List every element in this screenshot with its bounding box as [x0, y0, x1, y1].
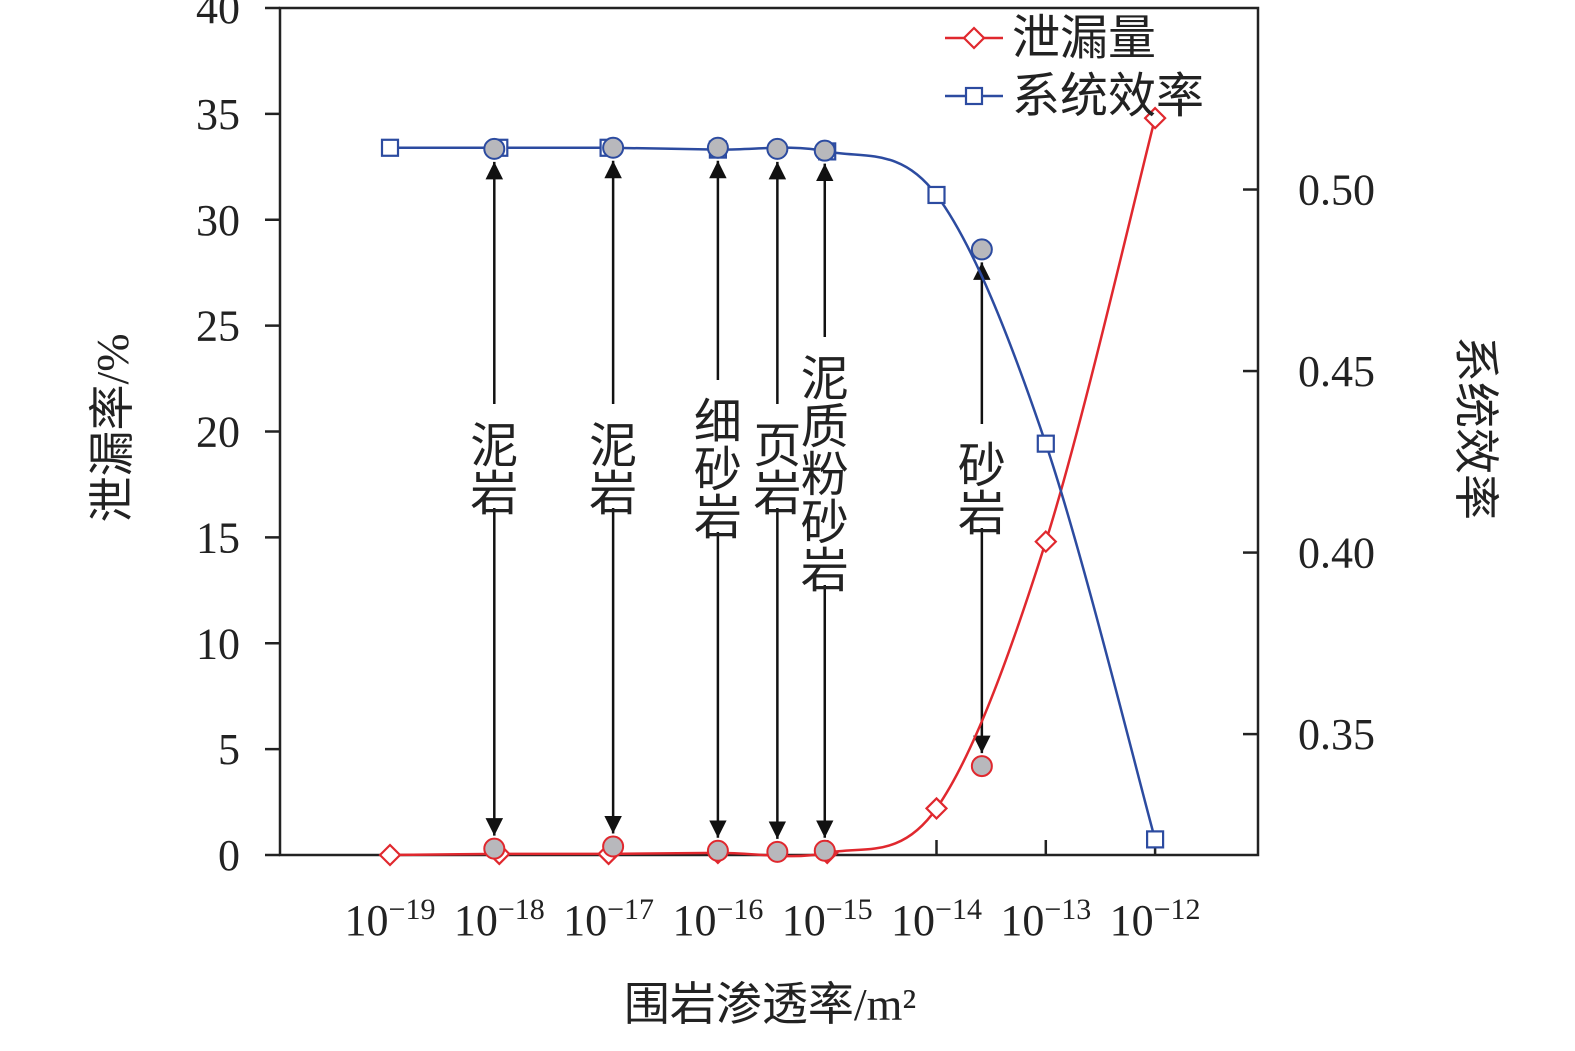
legend-efficiency-label: 系统效率: [1012, 70, 1204, 123]
x-tick-label: 10−13: [1000, 893, 1091, 945]
leakage-point: [1034, 530, 1058, 554]
rock-label-char: 泥: [801, 353, 849, 406]
left-y-tick-label: 0: [218, 831, 240, 880]
rock-point-leakage: [970, 755, 993, 778]
rock-point-efficiency: [813, 139, 836, 162]
rock-label-char: 岩: [801, 545, 849, 598]
efficiency-point: [927, 185, 946, 205]
leakage-line: [389, 117, 1157, 858]
left-y-tick-label: 15: [196, 513, 240, 562]
efficiency-point: [380, 138, 400, 157]
rock-point-efficiency: [970, 238, 993, 261]
rock-label-char: 泥: [589, 420, 637, 473]
rock-label-char: 泥: [470, 420, 518, 473]
legend-efficiency-marker: [964, 86, 984, 106]
leakage-point: [1143, 106, 1167, 130]
rock-label-char: 粉: [801, 449, 849, 502]
rock-point-efficiency: [706, 136, 729, 159]
rock-point-leakage: [766, 840, 789, 863]
rock-label-char: 砂: [801, 497, 849, 550]
rock-label-char: 砂: [694, 444, 742, 497]
rock-point-efficiency: [766, 137, 789, 160]
rock-label-char: 细: [694, 396, 742, 449]
x-tick-label: 10−15: [782, 893, 873, 945]
left-y-tick-label: 35: [196, 90, 240, 139]
rock-point-efficiency: [602, 136, 625, 159]
left-y-tick-label: 10: [196, 619, 240, 668]
left-y-tick-label: 20: [196, 408, 240, 457]
efficiency-line: [390, 146, 1157, 840]
left-y-tick-label: 25: [196, 302, 240, 351]
efficiency-point: [1036, 434, 1055, 453]
rock-label-char: 岩: [589, 468, 637, 521]
rock-point-leakage: [602, 835, 625, 858]
left-y-tick-label: 5: [218, 725, 240, 774]
right-y-tick-label: 0.50: [1298, 166, 1375, 215]
rock-label-char: 岩: [753, 468, 801, 521]
x-tick-label: 10−16: [672, 893, 763, 945]
rock-label-char: 岩: [470, 468, 518, 521]
left-y-tick-label: 40: [196, 0, 240, 33]
series-layer: [378, 106, 1167, 867]
x-axis-title: 围岩渗透率/m²: [624, 979, 916, 1030]
rock-label-char: 砂: [958, 440, 1006, 493]
x-tick-label: 10−18: [454, 893, 545, 945]
right-y-tick-label: 0.40: [1298, 529, 1375, 578]
x-tick-label: 10−14: [891, 893, 982, 945]
right-axis-title: 系统效率: [1450, 336, 1501, 520]
rock-label-char: 岩: [694, 492, 742, 545]
legend-leakage-label: 泄漏量: [1012, 12, 1156, 65]
legend-leakage-marker: [962, 26, 986, 50]
x-tick-label: 10−17: [563, 893, 654, 945]
rock-label-char: 页: [753, 420, 801, 473]
efficiency-point: [1145, 830, 1165, 849]
x-tick-label: 10−12: [1110, 893, 1201, 945]
left-y-tick-label: 30: [196, 196, 240, 245]
rock-label-char: 岩: [958, 488, 1006, 541]
left-axis-title: 泄漏率/%: [87, 333, 138, 522]
rock-point-efficiency: [483, 137, 506, 160]
right-y-tick-label: 0.45: [1298, 347, 1375, 396]
rock-point-leakage: [483, 837, 506, 860]
rock-point-leakage: [706, 839, 729, 862]
leakage-point: [924, 796, 949, 820]
axis-ticks: 0 5 10 15 20 25 30 35 40 0.35 0.40 0.45 0.50 10−19 10−…: [196, 0, 1375, 945]
rock-label-char: 质: [801, 401, 849, 454]
rock-point-leakage: [813, 839, 836, 862]
x-tick-label: 10−19: [345, 893, 436, 945]
right-y-tick-label: 0.35: [1298, 710, 1375, 759]
leakage-point: [378, 843, 402, 867]
